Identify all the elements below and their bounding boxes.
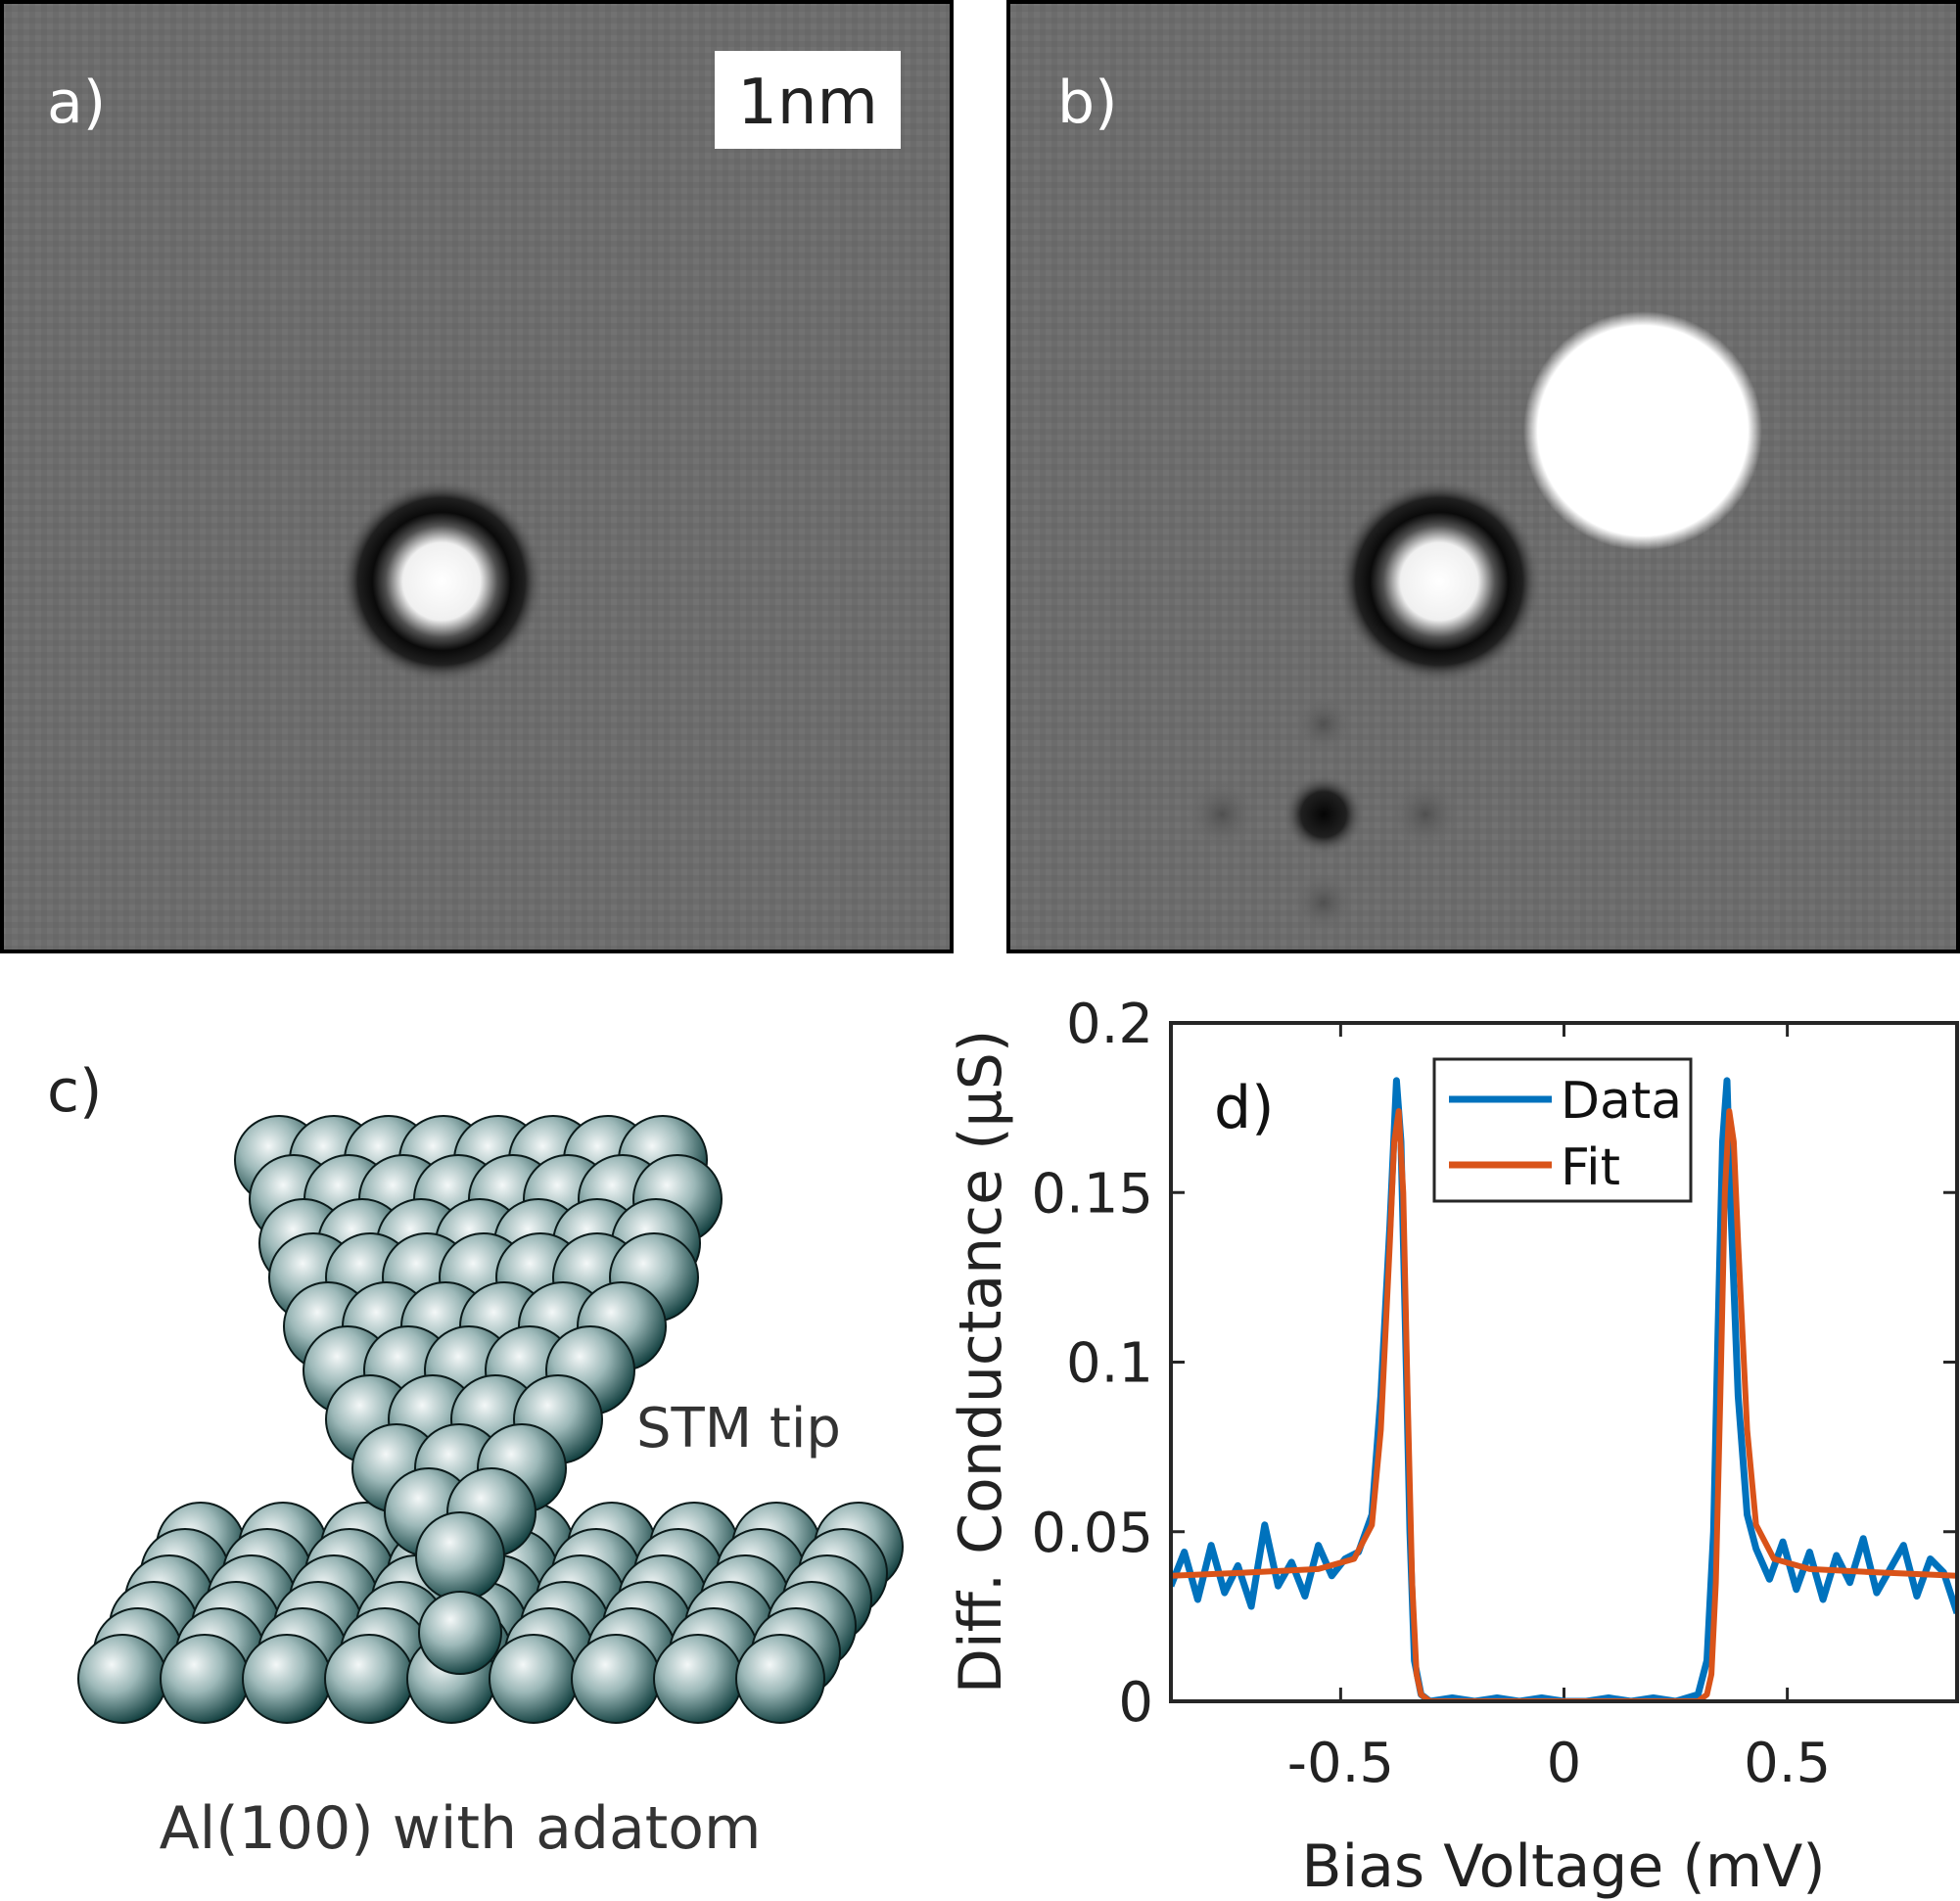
series-line-data	[1171, 1077, 1957, 1701]
panel-b-stm-image: b)	[1006, 0, 1960, 953]
panel-d-chart: -0.5 0 0.5 0 0.05 0.1 0.15 0.2 Data Fit d) Bias…	[947, 993, 1959, 1901]
panel-c-illustration: c) STM tip Al(100) with adatom	[47, 1057, 904, 1863]
panel-a-label: a)	[47, 69, 106, 137]
series-line-fit	[1171, 1108, 1957, 1701]
surface-label: Al(100) with adatom	[160, 1794, 762, 1863]
surface-atom	[489, 1634, 579, 1724]
panel-d-label: d)	[1214, 1074, 1275, 1142]
faint-feature	[1290, 869, 1357, 936]
scale-bar-label: 1nm	[737, 67, 878, 139]
legend-box	[1432, 1057, 1693, 1203]
adatom-feature	[340, 480, 543, 683]
scale-bar-box: 1nm	[715, 51, 901, 149]
y-tick-label: 0	[1118, 1671, 1153, 1735]
surface-atom	[324, 1634, 414, 1724]
surface-atom	[653, 1634, 743, 1724]
faint-feature	[1185, 777, 1259, 852]
adatom-feature	[1337, 480, 1541, 683]
panel-a-stm-image: a) 1nm	[0, 0, 954, 953]
adatom	[418, 1591, 502, 1675]
tip-atom	[415, 1511, 505, 1601]
x-tick-label: 0.5	[1744, 1732, 1831, 1795]
surface-atom	[160, 1634, 250, 1724]
surface-atom	[571, 1634, 661, 1724]
legend-label-data: Data	[1561, 1072, 1682, 1131]
faint-feature	[1292, 693, 1355, 756]
x-tick-label: 0	[1547, 1732, 1582, 1795]
dark-defect	[1283, 773, 1365, 856]
axis-ticks: -0.5 0 0.5 0 0.05 0.1 0.15 0.2	[1031, 993, 1957, 1795]
tip-label: STM tip	[636, 1397, 841, 1461]
y-tick-label: 0.15	[1031, 1162, 1153, 1226]
bright-cluster	[1523, 311, 1762, 550]
legend-label-fit: Fit	[1561, 1138, 1620, 1197]
x-tick-label: -0.5	[1287, 1732, 1394, 1795]
x-axis-title: Bias Voltage (mV)	[1301, 1832, 1825, 1901]
y-tick-label: 0.1	[1066, 1332, 1153, 1396]
y-axis-title: Diff. Conductance (µS)	[947, 1030, 1015, 1693]
surface-atom	[242, 1634, 332, 1724]
legend: Data Fit	[1432, 1057, 1693, 1203]
panel-c-label: c)	[47, 1057, 102, 1126]
y-tick-label: 0.2	[1066, 993, 1153, 1056]
surface-atom	[735, 1634, 825, 1724]
surface-atom	[77, 1634, 167, 1724]
plot-frame	[1169, 1021, 1959, 1703]
atom-model	[77, 1115, 904, 1724]
panel-b-label: b)	[1057, 69, 1118, 137]
faint-feature	[1388, 777, 1463, 852]
y-tick-label: 0.05	[1031, 1502, 1153, 1565]
